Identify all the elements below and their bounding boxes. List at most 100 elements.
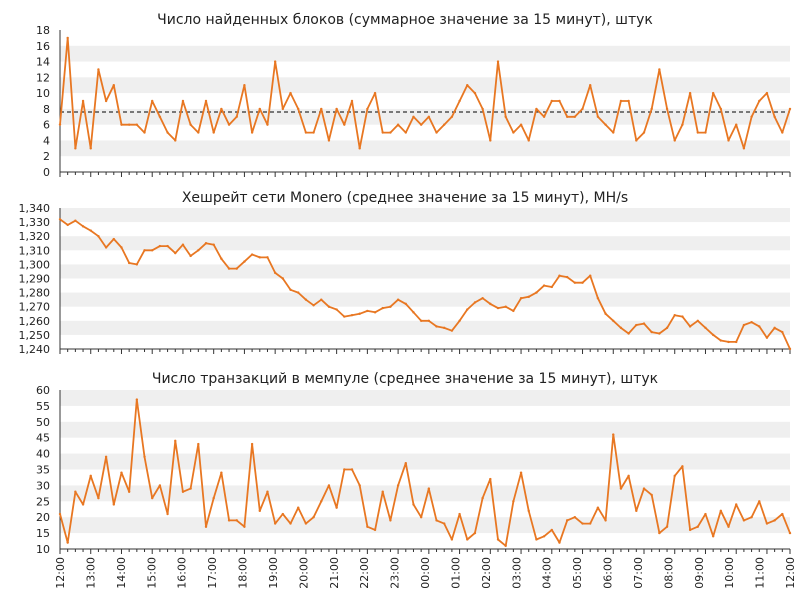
data-point xyxy=(589,84,592,87)
data-point xyxy=(243,84,246,87)
chart-title: Число транзакций в мемпуле (среднее знач… xyxy=(152,371,658,387)
x-tick-label: 03:00 xyxy=(510,557,523,589)
data-point xyxy=(343,123,346,126)
y-tick-label: 40 xyxy=(36,448,50,461)
data-point xyxy=(758,500,761,503)
data-point xyxy=(266,123,269,126)
y-tick-label: 1,320 xyxy=(19,230,51,243)
data-point xyxy=(550,528,553,532)
data-point xyxy=(519,297,523,300)
data-point xyxy=(143,131,146,134)
data-point xyxy=(550,285,553,289)
data-point xyxy=(596,506,600,509)
data-point xyxy=(681,315,684,318)
data-point xyxy=(443,522,446,525)
data-point xyxy=(174,251,177,255)
data-point xyxy=(627,332,630,335)
data-point xyxy=(542,115,546,118)
data-point xyxy=(358,312,361,315)
chart-title: Хешрейт сети Monero (среднее значение за… xyxy=(182,190,628,206)
data-point xyxy=(250,131,254,134)
data-point xyxy=(665,326,669,330)
data-point xyxy=(250,442,254,446)
x-tick-label: 12:00 xyxy=(784,557,797,589)
x-axis-labels: 12:00 13:00 14:00 15:00 16:00 17:00 18:00 19:00… xyxy=(54,557,797,589)
data-point xyxy=(235,115,238,118)
data-point xyxy=(573,281,577,284)
x-tick-label: 16:00 xyxy=(176,557,189,589)
data-point xyxy=(89,474,92,478)
y-tick-label: 1,270 xyxy=(19,301,51,314)
data-point xyxy=(489,139,492,142)
data-point xyxy=(527,509,530,513)
data-point xyxy=(419,319,423,322)
y-tick-label: 12 xyxy=(36,71,50,84)
data-point xyxy=(127,490,131,493)
y-tick-label: 1,310 xyxy=(19,244,51,257)
data-point xyxy=(496,306,500,310)
data-point xyxy=(343,468,346,471)
data-point xyxy=(320,298,323,301)
chart-3: Число транзакций в мемпуле (среднее знач… xyxy=(36,371,792,556)
data-point xyxy=(589,522,592,525)
y-tick-label: 30 xyxy=(36,479,50,492)
x-tick-label: 00:00 xyxy=(419,557,432,589)
data-point xyxy=(197,131,200,134)
data-point xyxy=(535,107,538,111)
data-point xyxy=(542,284,546,287)
data-point xyxy=(327,139,331,142)
data-point xyxy=(781,330,784,334)
data-point xyxy=(412,311,415,314)
x-tick-label: 11:00 xyxy=(754,557,767,589)
data-point xyxy=(312,304,315,307)
grid-band xyxy=(60,236,790,251)
data-point xyxy=(489,477,492,481)
data-point xyxy=(742,147,746,150)
data-point xyxy=(189,487,192,490)
data-point xyxy=(665,107,669,111)
data-point xyxy=(412,115,415,118)
y-tick-label: 2 xyxy=(43,150,50,163)
data-point xyxy=(212,131,215,134)
series-line xyxy=(59,398,791,547)
data-point xyxy=(704,131,707,134)
data-point xyxy=(627,474,630,478)
data-point xyxy=(458,512,461,516)
data-point xyxy=(281,107,285,111)
data-point xyxy=(181,490,185,493)
data-point xyxy=(658,68,661,71)
data-point xyxy=(289,91,292,95)
data-point xyxy=(496,60,500,63)
data-point xyxy=(619,99,623,103)
y-tick-label: 50 xyxy=(36,416,50,429)
data-point xyxy=(473,91,477,95)
data-point xyxy=(120,246,123,249)
x-tick-label: 15:00 xyxy=(145,557,158,589)
data-point xyxy=(227,123,231,126)
data-point xyxy=(243,525,246,528)
data-point xyxy=(135,123,139,126)
grid-band xyxy=(60,292,790,307)
data-point xyxy=(220,257,223,260)
data-point xyxy=(604,123,607,126)
data-point xyxy=(227,267,231,270)
data-point xyxy=(519,123,523,126)
data-point xyxy=(335,107,338,111)
y-tick-label: 1,260 xyxy=(19,315,51,328)
data-point xyxy=(289,522,292,525)
data-point xyxy=(788,531,792,535)
data-point xyxy=(304,522,308,525)
data-point xyxy=(74,147,77,150)
data-point xyxy=(204,99,208,103)
data-point xyxy=(658,332,661,335)
data-point xyxy=(358,484,361,487)
data-point xyxy=(788,107,792,111)
data-point xyxy=(104,99,108,103)
data-point xyxy=(335,506,338,509)
data-point xyxy=(143,455,146,458)
chart-title: Число найденных блоков (суммарное значен… xyxy=(157,12,653,28)
data-point xyxy=(204,525,208,528)
data-point xyxy=(481,297,484,300)
data-point xyxy=(197,249,200,252)
